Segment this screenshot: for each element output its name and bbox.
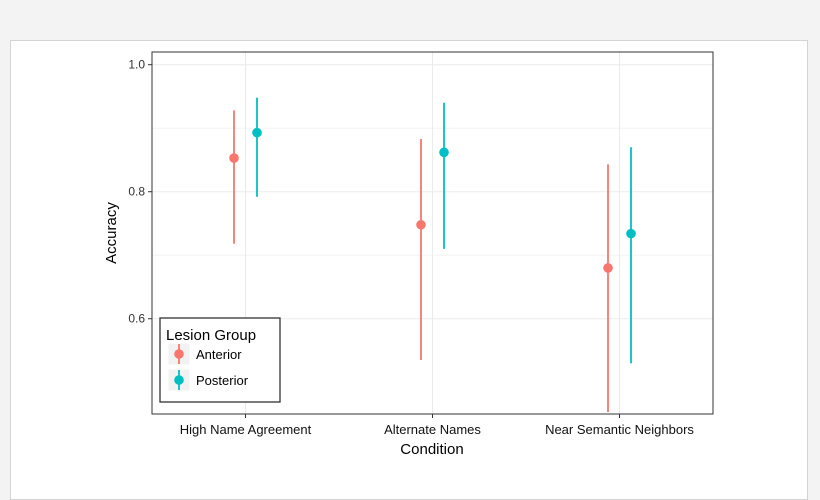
legend-items: Anterior Posterior	[167, 342, 249, 392]
x-tick-label: High Name Agreement	[180, 422, 312, 437]
data-point	[603, 263, 613, 273]
data-point	[252, 127, 262, 138]
data-point	[229, 153, 239, 163]
y-tick-label: 1.0	[128, 58, 145, 72]
data-point	[416, 219, 426, 230]
data-points	[229, 127, 636, 273]
y-tick-label: 0.6	[128, 312, 145, 326]
x-tick-label: Alternate Names	[384, 422, 481, 437]
y-tick-label: 0.8	[128, 185, 145, 199]
x-tick-label: Near Semantic Neighbors	[545, 422, 694, 437]
legend-title: Lesion Group	[166, 327, 256, 344]
legend-label: Posterior	[196, 373, 249, 388]
legend-key-point	[174, 349, 184, 359]
y-axis-ticks: 0.6 0.8 1.0	[128, 58, 152, 326]
y-axis-title: Accuracy	[103, 202, 120, 264]
dot-errorbar-chart: 0.6 0.8 1.0 High Name Agreement Alternate N…	[103, 51, 714, 458]
x-axis-title: Condition	[400, 441, 463, 458]
error-bars	[233, 97, 632, 413]
x-axis-ticks: High Name Agreement Alternate Names Near S…	[180, 414, 694, 437]
legend-label: Anterior	[196, 347, 242, 362]
legend: Lesion Group Anterior Posterior	[159, 317, 281, 403]
data-point	[626, 228, 636, 239]
data-point	[439, 147, 449, 158]
legend-key-point	[174, 375, 184, 385]
